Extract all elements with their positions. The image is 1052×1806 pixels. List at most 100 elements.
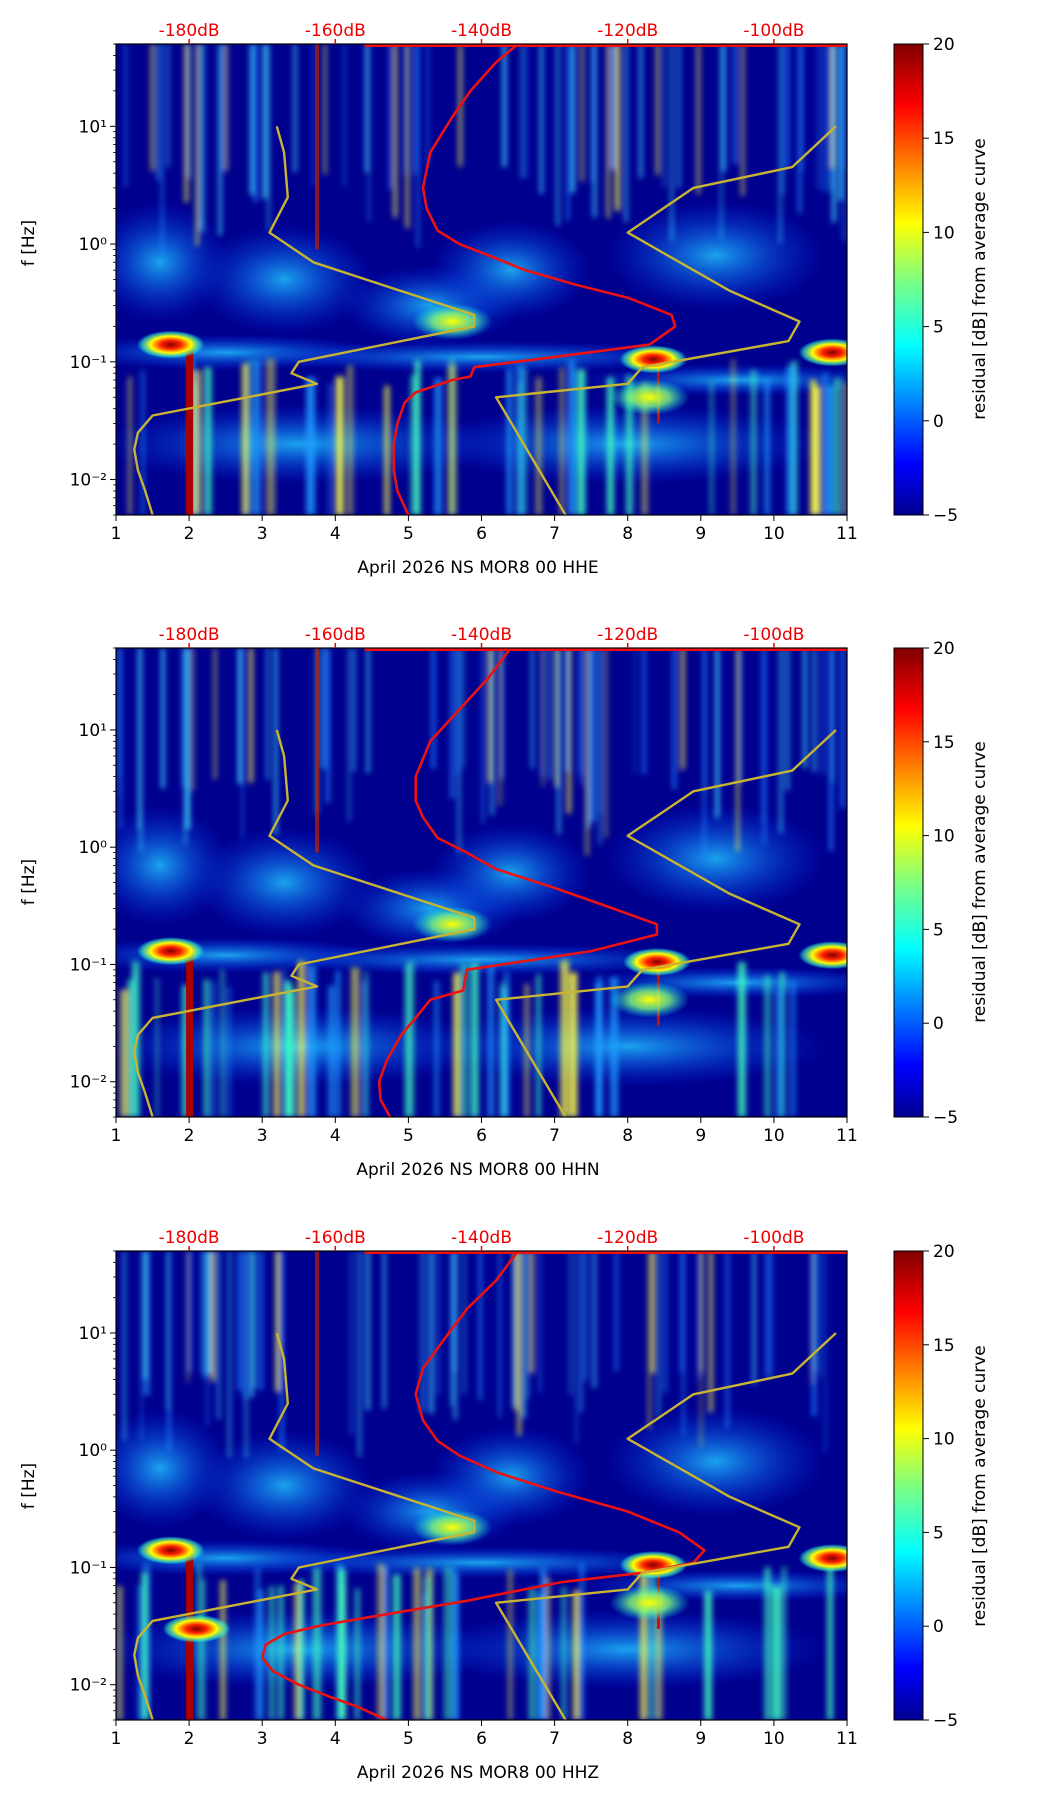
event-streak (548, 648, 551, 780)
event-streak (598, 648, 602, 845)
x-tick-label: 11 (836, 524, 858, 544)
event-streak (188, 1251, 192, 1373)
event-streak (531, 648, 534, 769)
event-streak (764, 975, 771, 1117)
event-streak (275, 1251, 280, 1392)
event-streak (414, 44, 417, 175)
event-streak (575, 1251, 578, 1444)
event-streak (287, 989, 296, 1117)
hotspot (412, 906, 493, 943)
event-streak (242, 1251, 247, 1400)
event-streak (515, 1251, 519, 1412)
event-streak (161, 44, 164, 253)
y-tick-label: 10⁰ (79, 1441, 108, 1461)
event-streak (140, 369, 145, 515)
event-streak (639, 44, 643, 179)
event-streak (786, 366, 795, 515)
panel-hhn: 1 2 3 4 5 6 7 8 9 10 11 10⁻² 10⁻¹ 10⁰ 10¹ -180dB -160dB -… (19, 625, 990, 1180)
colorbar: −5 0 5 10 15 20 residual [dB] from average cu… (893, 1242, 990, 1731)
y-tick-label: 10⁻¹ (70, 353, 107, 373)
event-streak (592, 1251, 597, 1389)
event-streak (817, 44, 820, 190)
event-streak (578, 648, 583, 776)
event-streak (392, 1574, 401, 1720)
event-streak (278, 1585, 284, 1720)
hotspot (136, 937, 205, 966)
event-streak (500, 982, 506, 1117)
colorbar-tick-label: 15 (933, 733, 955, 753)
noise-model-high (494, 1332, 837, 1720)
event-streak (535, 377, 542, 515)
event-streak (605, 648, 607, 838)
red-streak (315, 1251, 320, 1456)
x-tick-label: 7 (549, 1126, 560, 1146)
event-streak (199, 44, 202, 231)
event-streak (842, 44, 846, 170)
colorbar-gradient (893, 647, 924, 1118)
event-streak (573, 1590, 579, 1720)
event-streak (384, 385, 390, 515)
noise-glow (605, 1406, 826, 1517)
top-db-label: -120dB (597, 1228, 658, 1248)
event-streak (810, 379, 817, 515)
event-streak (118, 648, 120, 795)
event-streak (838, 44, 843, 201)
heatmap-field (116, 44, 847, 515)
event-streak (648, 1563, 657, 1720)
top-db-label: -160dB (305, 21, 366, 41)
colorbar-tick-label: −5 (933, 506, 958, 526)
event-streak (750, 369, 757, 515)
event-streak (715, 648, 718, 821)
event-streak (254, 1567, 261, 1720)
x-axis-label: April 2026 NS MOR8 00 HHN (356, 1160, 599, 1180)
event-streak (581, 44, 584, 182)
event-streak (221, 44, 224, 172)
event-streak (522, 1251, 526, 1419)
spectrogram-panel: 1 2 3 4 5 6 7 8 9 10 11 10⁻² 10⁻¹ 10⁰ 10¹ -180dB -160dB -… (70, 1228, 858, 1749)
event-streak (206, 1251, 209, 1426)
event-streak (565, 648, 569, 773)
event-streak (242, 363, 248, 515)
top-db-label: -100dB (743, 1228, 804, 1248)
event-streak (517, 383, 521, 515)
event-streak (765, 1251, 769, 1378)
top-db-label: -180dB (159, 1228, 220, 1248)
event-streak (487, 965, 494, 1117)
event-streak (393, 44, 398, 218)
event-streak (217, 1251, 220, 1420)
noise-model-low (133, 729, 476, 1117)
event-streak (832, 44, 836, 223)
event-streak (161, 648, 165, 789)
event-streak (642, 648, 646, 775)
event-streak (348, 648, 350, 822)
colorbar: −5 0 5 10 15 20 residual [dB] from average cu… (893, 35, 990, 526)
event-streak (384, 1566, 389, 1720)
event-streak (828, 44, 832, 193)
event-streak (406, 44, 409, 229)
event-streak (725, 1251, 729, 1428)
top-db-label: -140dB (451, 625, 512, 645)
noise-model-low (133, 1332, 476, 1720)
event-streak (207, 1251, 212, 1375)
event-streak (328, 985, 335, 1117)
event-streak (293, 44, 297, 173)
event-streak (520, 44, 523, 179)
event-streak (720, 44, 723, 239)
event-streak (607, 377, 614, 515)
y-axis-label: f [Hz] (19, 859, 39, 905)
event-streak (501, 648, 503, 779)
event-streak (184, 44, 189, 203)
top-db-label: -180dB (159, 625, 220, 645)
event-streak (478, 1251, 482, 1401)
event-streak (731, 359, 736, 515)
event-streak (351, 967, 360, 1117)
event-streak (203, 1251, 207, 1378)
event-streak (560, 960, 569, 1117)
y-tick-label: 10⁰ (79, 235, 108, 255)
event-streak (641, 382, 648, 515)
event-streak (844, 383, 847, 515)
colorbar-tick-label: 10 (933, 223, 955, 243)
event-streak (569, 1251, 572, 1395)
event-streak (335, 970, 341, 1117)
event-streak (237, 1251, 242, 1391)
